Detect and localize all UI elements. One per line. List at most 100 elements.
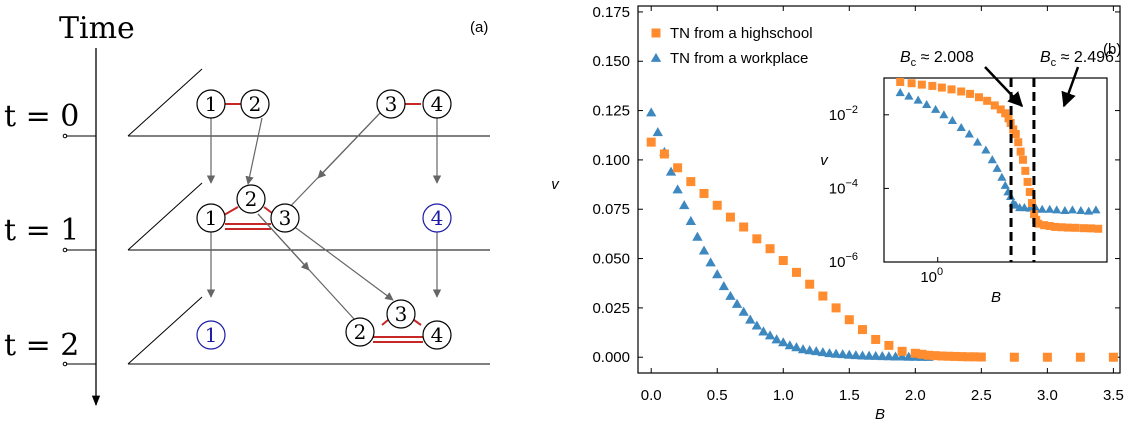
data-point: [883, 351, 895, 361]
data-point: [725, 290, 736, 300]
data-point: [1057, 223, 1066, 232]
time-label: Time: [59, 11, 135, 46]
panel-b-label: (b): [1103, 41, 1121, 58]
data-point: [966, 89, 975, 98]
arrow-3-t1-t2: [291, 224, 394, 301]
data-point: [910, 348, 920, 358]
x-tick-label: 0.0: [641, 387, 662, 404]
data-point: [725, 212, 735, 222]
main-plot-frame: [637, 5, 1121, 374]
data-point: [970, 352, 980, 362]
node-label: 2: [245, 187, 258, 211]
series-square: [646, 137, 1118, 362]
data-point: [976, 352, 986, 362]
time-step-2: t = 2: [4, 328, 79, 363]
x-tick-label: 0.5: [707, 387, 728, 404]
data-point: [1042, 352, 1052, 362]
node-label: 4: [431, 323, 444, 347]
y-tick-label: 0.000: [592, 349, 630, 366]
movement-arrows: [206, 111, 442, 321]
data-point: [1087, 224, 1096, 233]
inset-y-axis-label: v: [820, 152, 829, 169]
data-point: [1060, 205, 1070, 215]
data-point: [764, 330, 776, 340]
data-point: [884, 340, 894, 350]
annotation-arrow: [984, 66, 1024, 108]
data-point: [1091, 205, 1101, 214]
node-label: 4: [431, 206, 444, 230]
y-axis-label: v: [551, 176, 560, 193]
data-point: [922, 99, 932, 108]
data-point: [1108, 352, 1118, 362]
data-point: [752, 234, 762, 244]
data-point: [917, 80, 926, 89]
inset-x-axis-label: B: [991, 289, 1001, 306]
panel-a-label: (a): [470, 19, 488, 36]
data-point: [771, 334, 782, 344]
y-tick-label: 0.175: [592, 4, 630, 21]
data-point: [1051, 222, 1060, 231]
data-point: [1027, 199, 1036, 208]
interaction-edges: [223, 103, 423, 343]
annotation-arrow: [1061, 66, 1080, 108]
data-point: [805, 279, 815, 289]
data-point: [937, 83, 946, 92]
data-point: [917, 349, 927, 359]
data-point: [1001, 109, 1010, 118]
data-point: [1067, 205, 1078, 214]
data-point: [964, 129, 974, 138]
data-point: [650, 52, 662, 62]
data-point: [895, 88, 905, 97]
data-point: [1025, 187, 1034, 196]
time-step-0: t = 0: [4, 99, 79, 134]
data-point: [791, 267, 801, 277]
arrow-2-t1-t2: [257, 213, 310, 271]
x-tick-label: 1.5: [839, 387, 860, 404]
data-point: [765, 244, 775, 254]
node-a1_3: 3: [270, 203, 300, 233]
y-tick-label: 0.025: [592, 300, 630, 317]
data-point: [1075, 352, 1085, 362]
node-circle: [196, 203, 226, 233]
x-tick-label: 3.5: [1103, 387, 1124, 404]
data-point: [844, 315, 854, 325]
y-tick-label: 0.075: [592, 201, 630, 218]
data-point: [651, 28, 661, 38]
data-point: [857, 350, 868, 360]
data-point: [870, 350, 881, 360]
data-point: [686, 177, 696, 187]
data-point: [1021, 166, 1030, 175]
data-point: [830, 348, 842, 358]
data-point: [950, 351, 960, 361]
data-point: [1009, 125, 1018, 134]
node-circle: [236, 184, 266, 214]
node-a0_3: 3: [376, 89, 406, 119]
data-point: [937, 351, 947, 361]
data-point: [947, 85, 956, 94]
data-point: [930, 351, 940, 361]
legend-label: TN from a workplace: [670, 50, 808, 67]
arrow-3-t0-t1: [317, 111, 382, 179]
data-point: [758, 326, 769, 336]
data-point: [646, 137, 656, 147]
arrow-2-t0-t1: [245, 117, 263, 185]
data-point: [1040, 221, 1049, 230]
node-circle: [240, 89, 270, 119]
data-point: [890, 351, 901, 361]
data-point: [791, 342, 802, 352]
node-a2_4: 4: [422, 320, 452, 350]
data-point: [903, 351, 914, 361]
data-point: [778, 337, 789, 347]
data-point: [850, 350, 862, 360]
data-point: [712, 200, 722, 210]
data-point: [665, 166, 677, 176]
node-circle: [345, 317, 375, 347]
node-label: 3: [395, 302, 408, 326]
data-point: [863, 350, 875, 360]
node-label: 3: [279, 206, 292, 230]
data-point: [1030, 210, 1039, 219]
data-point: [1084, 206, 1094, 215]
data-point: [963, 352, 973, 362]
node-a0_2: 2: [240, 89, 270, 119]
data-point: [997, 172, 1007, 181]
